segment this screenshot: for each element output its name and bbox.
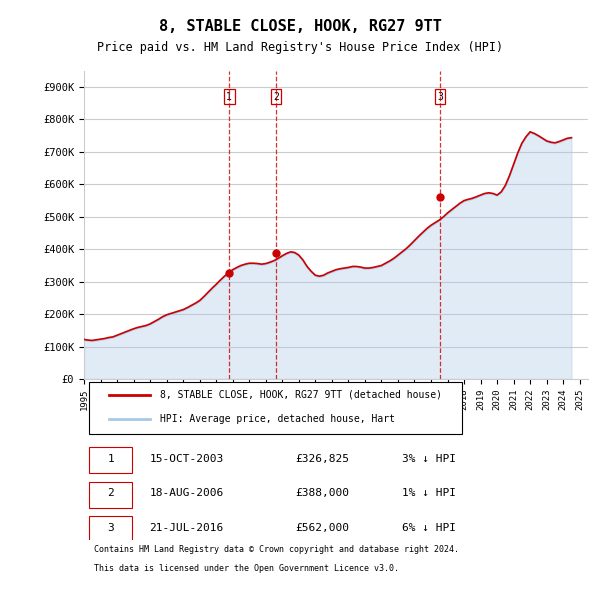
FancyBboxPatch shape bbox=[89, 516, 132, 542]
Text: 18-AUG-2006: 18-AUG-2006 bbox=[149, 489, 224, 499]
Text: 21-JUL-2016: 21-JUL-2016 bbox=[149, 523, 224, 533]
Text: 6% ↓ HPI: 6% ↓ HPI bbox=[401, 523, 455, 533]
Text: £388,000: £388,000 bbox=[296, 489, 350, 499]
Text: £562,000: £562,000 bbox=[296, 523, 350, 533]
Text: 1% ↓ HPI: 1% ↓ HPI bbox=[401, 489, 455, 499]
Text: This data is licensed under the Open Government Licence v3.0.: This data is licensed under the Open Gov… bbox=[94, 564, 399, 573]
FancyBboxPatch shape bbox=[89, 382, 462, 434]
Text: Contains HM Land Registry data © Crown copyright and database right 2024.: Contains HM Land Registry data © Crown c… bbox=[94, 545, 459, 554]
FancyBboxPatch shape bbox=[89, 482, 132, 508]
Text: 3: 3 bbox=[437, 92, 443, 101]
Text: £326,825: £326,825 bbox=[296, 454, 350, 464]
Text: 15-OCT-2003: 15-OCT-2003 bbox=[149, 454, 224, 464]
Text: 3% ↓ HPI: 3% ↓ HPI bbox=[401, 454, 455, 464]
Text: Price paid vs. HM Land Registry's House Price Index (HPI): Price paid vs. HM Land Registry's House … bbox=[97, 41, 503, 54]
Text: 1: 1 bbox=[226, 92, 232, 101]
Text: 3: 3 bbox=[107, 523, 114, 533]
FancyBboxPatch shape bbox=[89, 447, 132, 474]
Text: HPI: Average price, detached house, Hart: HPI: Average price, detached house, Hart bbox=[160, 414, 395, 424]
Text: 2: 2 bbox=[273, 92, 279, 101]
Text: 8, STABLE CLOSE, HOOK, RG27 9TT (detached house): 8, STABLE CLOSE, HOOK, RG27 9TT (detache… bbox=[160, 390, 442, 400]
Text: 2: 2 bbox=[107, 489, 114, 499]
Text: 8, STABLE CLOSE, HOOK, RG27 9TT: 8, STABLE CLOSE, HOOK, RG27 9TT bbox=[158, 19, 442, 34]
Text: 1: 1 bbox=[107, 454, 114, 464]
